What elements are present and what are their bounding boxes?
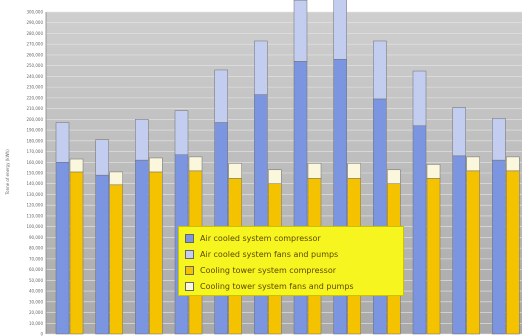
legend-item: Air cooled system compressor xyxy=(185,230,397,246)
y-tick-label: 90,000 xyxy=(29,235,43,240)
legend-swatch-tower-fans xyxy=(185,281,194,291)
legend-item: Cooling tower system compressor xyxy=(185,262,397,278)
bar-air-cooled-compressor-10 xyxy=(412,125,427,335)
y-tick-label: 250,000 xyxy=(26,63,43,68)
bar-air-cooled-compressor-6 xyxy=(254,94,268,335)
y-tick-label: 100,000 xyxy=(26,224,43,229)
bar-air-cooled-fans-pumps-2 xyxy=(95,139,109,176)
bar-air-cooled-compressor-11 xyxy=(452,155,466,335)
y-tick-label: 40,000 xyxy=(29,289,43,294)
bar-air-cooled-compressor-12 xyxy=(492,159,506,335)
legend-item: Cooling tower system fans and pumps xyxy=(185,278,397,294)
y-axis: 0 10,000 20,000 30,000 40,000 50,000 60,000 70,… xyxy=(26,10,47,336)
bar-cooling-tower-fans-pumps-8 xyxy=(347,163,361,179)
bar-air-cooled-compressor-2 xyxy=(95,174,109,335)
y-tick-label: 170,000 xyxy=(26,149,43,154)
legend-label: Air cooled system compressor xyxy=(200,233,321,243)
y-tick-label: 290,000 xyxy=(26,20,43,25)
y-tick-label: 80,000 xyxy=(29,246,43,251)
bar-cooling-tower-compressor-3 xyxy=(149,171,163,335)
bar-cooling-tower-compressor-11 xyxy=(466,170,480,335)
y-tick-label: 60,000 xyxy=(29,267,43,272)
bar-air-cooled-compressor-3 xyxy=(135,159,149,335)
legend-swatch-air-fans xyxy=(185,249,194,259)
bar-cooling-tower-fans-pumps-11 xyxy=(466,156,480,172)
y-tick-label: 260,000 xyxy=(26,52,43,57)
y-axis-label: Tonne of energy (kWh) xyxy=(5,149,10,196)
legend-item: Air cooled system fans and pumps xyxy=(185,246,397,262)
bar-cooling-tower-compressor-12 xyxy=(506,170,520,335)
y-tick-label: 230,000 xyxy=(26,85,43,90)
bar-cooling-tower-fans-pumps-5 xyxy=(228,163,242,179)
bar-air-cooled-fans-pumps-5 xyxy=(214,69,228,123)
legend: Air cooled system compressor Air cooled … xyxy=(178,226,404,296)
bar-air-cooled-fans-pumps-12 xyxy=(492,118,506,161)
bar-cooling-tower-fans-pumps-7 xyxy=(307,163,322,179)
legend-label: Cooling tower system compressor xyxy=(200,265,337,275)
y-tick-label: 50,000 xyxy=(29,278,43,283)
y-tick-label: 10,000 xyxy=(29,321,43,326)
bar-air-cooled-fans-pumps-1 xyxy=(55,122,70,163)
bar-air-cooled-fans-pumps-11 xyxy=(452,107,466,157)
y-tick-label: 280,000 xyxy=(26,31,43,36)
bar-air-cooled-compressor-1 xyxy=(55,162,70,335)
y-tick-label: 30,000 xyxy=(29,299,43,304)
y-tick-label: 130,000 xyxy=(26,192,43,197)
bar-cooling-tower-compressor-1 xyxy=(69,171,84,335)
bar-air-cooled-fans-pumps-6 xyxy=(254,40,268,95)
y-tick-label: 180,000 xyxy=(26,138,43,143)
y-tick-label: 190,000 xyxy=(26,128,43,133)
y-tick-label: 0 xyxy=(40,332,43,336)
bar-cooling-tower-fans-pumps-10 xyxy=(426,164,441,179)
y-tick-label: 220,000 xyxy=(26,95,43,100)
bar-cooling-tower-fans-pumps-6 xyxy=(268,169,282,184)
y-tick-label: 160,000 xyxy=(26,160,43,165)
bar-cooling-tower-compressor-2 xyxy=(109,184,123,335)
bar-cooling-tower-fans-pumps-12 xyxy=(506,156,520,172)
legend-label: Air cooled system fans and pumps xyxy=(200,249,339,259)
bar-cooling-tower-fans-pumps-4 xyxy=(188,156,203,172)
legend-swatch-tower-compressor xyxy=(185,265,194,275)
bar-air-cooled-fans-pumps-8 xyxy=(333,0,347,60)
bar-air-cooled-fans-pumps-7 xyxy=(293,0,308,62)
bar-air-cooled-fans-pumps-9 xyxy=(373,40,387,100)
y-tick-label: 110,000 xyxy=(26,213,43,218)
bar-cooling-tower-fans-pumps-3 xyxy=(149,157,163,173)
y-tick-label: 200,000 xyxy=(26,117,43,122)
y-tick-label: 20,000 xyxy=(29,310,43,315)
bar-air-cooled-fans-pumps-3 xyxy=(135,119,149,161)
bar-air-cooled-fans-pumps-4 xyxy=(174,110,189,156)
y-tick-label: 300,000 xyxy=(26,10,43,15)
bar-air-cooled-fans-pumps-10 xyxy=(412,70,427,127)
y-tick-label: 240,000 xyxy=(26,74,43,79)
legend-label: Cooling tower system fans and pumps xyxy=(200,281,354,291)
bar-air-cooled-compressor-9 xyxy=(373,98,387,335)
legend-swatch-air-compressor xyxy=(185,233,194,243)
bar-cooling-tower-fans-pumps-9 xyxy=(387,169,401,184)
y-tick-label: 140,000 xyxy=(26,181,43,186)
y-tick-label: 120,000 xyxy=(26,203,43,208)
y-tick-label: 150,000 xyxy=(26,171,43,176)
bar-cooling-tower-fans-pumps-2 xyxy=(109,171,123,186)
y-tick-label: 210,000 xyxy=(26,106,43,111)
y-tick-label: 70,000 xyxy=(29,256,43,261)
bar-cooling-tower-fans-pumps-1 xyxy=(69,158,84,173)
y-tick-label: 270,000 xyxy=(26,42,43,47)
bar-cooling-tower-compressor-10 xyxy=(426,178,441,335)
